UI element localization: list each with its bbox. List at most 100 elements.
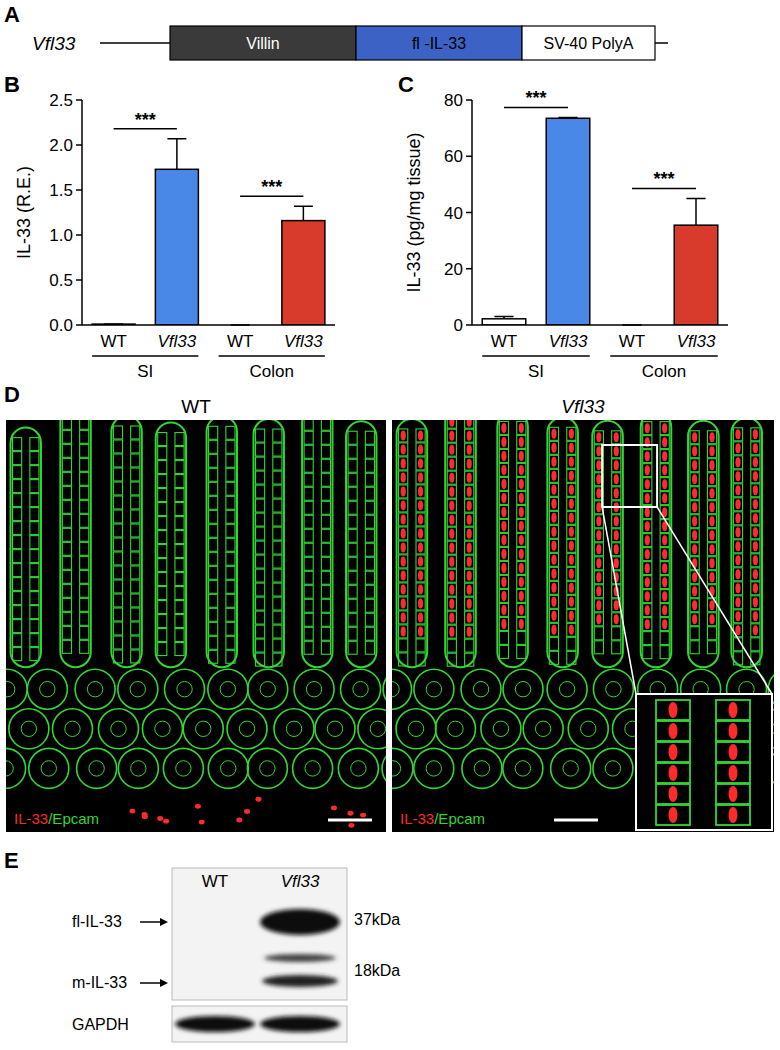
cell — [707, 487, 716, 500]
cell — [304, 585, 313, 598]
nucleus — [645, 493, 650, 503]
cell — [365, 431, 374, 444]
crypt — [358, 709, 386, 749]
error-bar — [167, 139, 186, 170]
nucleus — [418, 598, 423, 608]
crypt-lumen — [177, 682, 192, 697]
significance: *** — [653, 169, 674, 189]
nucleus — [596, 558, 601, 568]
cell — [226, 566, 235, 579]
cell — [499, 435, 508, 448]
nucleus — [467, 473, 472, 483]
cell — [499, 575, 508, 588]
nucleus — [596, 460, 601, 470]
nucleus — [449, 515, 454, 525]
cell — [158, 587, 167, 600]
cell — [465, 499, 474, 512]
panel-letter: C — [398, 72, 414, 97]
cell — [13, 480, 22, 493]
red-dot — [236, 818, 242, 823]
panel-letter: E — [4, 848, 19, 873]
micrograph-bg — [6, 420, 386, 832]
crypt-lumen — [327, 721, 342, 736]
nucleus — [645, 577, 650, 587]
cell — [226, 482, 235, 495]
cell — [612, 431, 621, 444]
cell — [158, 433, 167, 446]
nucleus — [614, 530, 619, 540]
nucleus — [614, 460, 619, 470]
cell — [499, 519, 508, 532]
nucleus — [753, 443, 758, 453]
inset-nucleus — [729, 723, 738, 739]
cell — [209, 510, 218, 523]
inset-cell — [716, 700, 750, 720]
blot-control — [172, 1006, 347, 1042]
cell — [30, 536, 39, 549]
red-dot — [157, 816, 163, 821]
cell — [549, 595, 558, 608]
micrograph — [6, 420, 386, 832]
cell — [321, 543, 330, 556]
cell — [447, 457, 456, 470]
cell — [13, 592, 22, 605]
cell — [733, 456, 742, 469]
blot — [172, 868, 347, 1000]
cell — [273, 471, 282, 484]
crypt — [208, 748, 248, 788]
cell — [733, 540, 742, 553]
nucleus — [662, 465, 667, 475]
nucleus — [467, 557, 472, 567]
cell — [226, 468, 235, 481]
cell — [643, 450, 652, 463]
cell — [80, 626, 89, 639]
red-dot — [129, 809, 135, 814]
nucleus — [662, 563, 667, 573]
crypt-lumen — [221, 761, 236, 776]
villus — [254, 420, 284, 667]
nucleus — [519, 521, 524, 531]
cell — [733, 582, 742, 595]
cell — [348, 473, 357, 486]
cell — [273, 625, 282, 638]
cell — [690, 459, 699, 472]
inset-nucleus — [669, 786, 678, 802]
group-line — [92, 355, 198, 357]
nucleus — [753, 429, 758, 439]
crypt — [414, 748, 454, 788]
nucleus — [418, 430, 423, 440]
nucleus — [551, 443, 556, 453]
bar — [155, 169, 198, 325]
cell — [80, 542, 89, 555]
cell — [226, 552, 235, 565]
cell — [321, 473, 330, 486]
nucleus — [709, 474, 714, 484]
cell — [175, 629, 184, 642]
cell — [209, 524, 218, 537]
y-tick-label: 1.0 — [49, 226, 73, 245]
cell — [209, 440, 218, 453]
cell — [399, 471, 408, 484]
cell — [465, 611, 474, 624]
nucleus — [418, 542, 423, 552]
cell — [465, 639, 474, 652]
cell — [447, 583, 456, 596]
cell — [690, 543, 699, 556]
cell — [690, 431, 699, 444]
cell — [13, 536, 22, 549]
cell — [273, 457, 282, 470]
cell — [304, 641, 313, 654]
nucleus — [449, 571, 454, 581]
cell — [751, 470, 760, 483]
cell — [499, 631, 508, 644]
cell — [567, 581, 576, 594]
cell — [751, 554, 760, 567]
cell — [643, 632, 652, 645]
nucleus — [735, 499, 740, 509]
nucleus — [401, 584, 406, 594]
construct-name: Vfl33 — [32, 33, 76, 54]
crypt-lumen — [89, 761, 104, 776]
cell — [517, 561, 526, 574]
cell — [365, 515, 374, 528]
cell — [567, 441, 576, 454]
